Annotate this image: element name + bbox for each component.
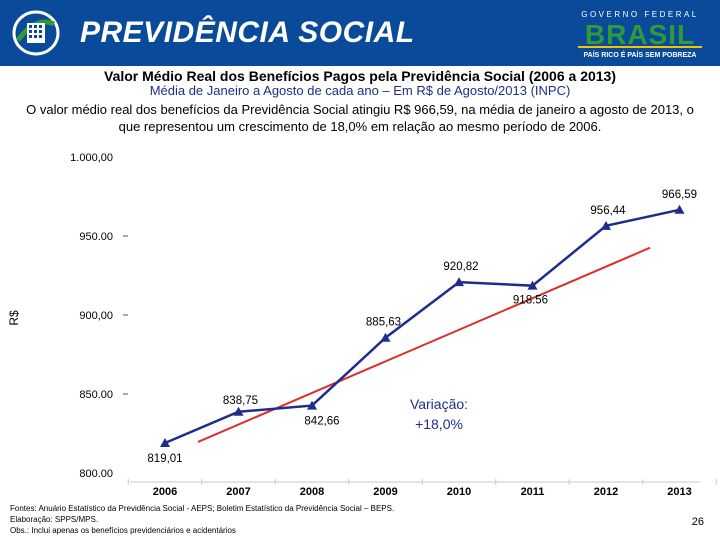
data-point-2013 xyxy=(674,204,685,214)
data-point-2012 xyxy=(601,220,611,230)
data-labels: 819,01 838,75 842,66 885,63 920,82 918.56 956,… xyxy=(147,189,697,465)
variation-annotation-line1: Variação: xyxy=(410,396,468,412)
data-label-2010: 920,82 xyxy=(443,261,478,273)
chart-title: Valor Médio Real dos Benefícios Pagos pe… xyxy=(104,68,616,84)
x-tick-label-2010: 2010 xyxy=(447,486,471,498)
x-tick-label-2012: 2012 xyxy=(594,486,618,498)
gov-word-text: BRASIL xyxy=(585,19,695,50)
x-axis-labels: 2006 2007 2008 2009 2010 2011 2012 2013 xyxy=(153,486,692,498)
summary-text: O valor médio real dos benefícios da Pre… xyxy=(26,102,694,134)
data-label-2013: 966,59 xyxy=(662,189,697,201)
x-tick-label-2008: 2008 xyxy=(300,486,324,498)
data-label-2011: 918.56 xyxy=(513,295,548,307)
y-axis-label: R$ xyxy=(7,310,21,326)
header-banner: PREVIDÊNCIA SOCIAL GOVERNO FEDERAL BRASI… xyxy=(0,0,720,66)
data-label-2007: 838,75 xyxy=(223,395,258,407)
data-label-2006: 819,01 xyxy=(147,453,182,465)
source-notes: Fontes: Anuário Estatístico da Previdênc… xyxy=(10,503,530,536)
gov-slogan-text: PAÍS RICO É PAÍS SEM POBREZA xyxy=(584,50,697,59)
y-tick-label-850: 850.00 xyxy=(79,389,113,401)
x-tick-label-2009: 2009 xyxy=(373,486,397,498)
y-tick-label-900: 900,00 xyxy=(79,310,113,322)
previdencia-logo-icon xyxy=(12,10,60,56)
note-elaboration: Elaboração: SPPS/MPS. xyxy=(10,515,99,524)
data-label-2008: 842,66 xyxy=(304,416,339,428)
page-number: 26 xyxy=(691,516,704,528)
note-observation: Obs.: Inclui apenas os benefícios previd… xyxy=(10,526,236,535)
data-point-2011 xyxy=(527,280,538,290)
data-point-2007 xyxy=(233,406,244,416)
variation-annotation-line2: +18,0% xyxy=(415,416,463,432)
y-tick-label-1000: 1.000,00 xyxy=(70,152,113,164)
line-chart: 800.00 850.00 900,00 950.00 1.000,00 R$ 819,… xyxy=(7,152,717,498)
brand-title: PREVIDÊNCIA SOCIAL xyxy=(80,16,415,49)
x-tick-label-2013: 2013 xyxy=(667,486,691,498)
data-point-2010 xyxy=(454,277,464,287)
y-tick-label-800: 800.00 xyxy=(79,468,113,480)
data-markers xyxy=(160,204,685,447)
data-point-2008 xyxy=(307,400,317,410)
y-axis-ticks: 800.00 850.00 900,00 950.00 1.000,00 xyxy=(70,152,128,480)
x-tick-label-2006: 2006 xyxy=(153,486,177,498)
gov-top-text: GOVERNO FEDERAL xyxy=(581,10,699,19)
data-label-2009: 885,63 xyxy=(366,317,401,329)
x-tick-label-2007: 2007 xyxy=(226,486,250,498)
note-source: Fontes: Anuário Estatístico da Previdênc… xyxy=(10,504,395,513)
x-axis-ticks xyxy=(127,479,717,485)
chart-subtitle: Média de Janeiro a Agosto de cada ano – … xyxy=(149,83,571,98)
data-point-2006 xyxy=(160,437,170,447)
data-label-2012: 956,44 xyxy=(590,205,626,217)
x-tick-label-2011: 2011 xyxy=(521,486,545,498)
governo-federal-logo: GOVERNO FEDERAL BRASIL PAÍS RICO É PAÍS … xyxy=(578,10,702,59)
trend-line xyxy=(197,246,651,443)
y-tick-label-950: 950.00 xyxy=(79,231,113,243)
series-line xyxy=(164,208,680,445)
data-point-2009 xyxy=(380,332,391,342)
